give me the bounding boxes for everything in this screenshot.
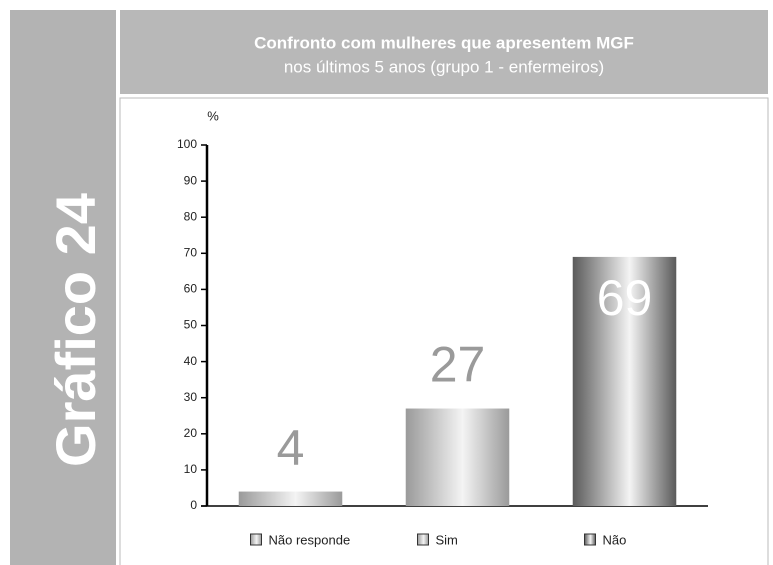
data-label: 4 — [277, 420, 305, 476]
y-axis-label: % — [207, 108, 219, 123]
chart-title: Confronto com mulheres que apresentem MG… — [254, 33, 634, 52]
x-tick-label: Não responde — [269, 532, 351, 547]
y-tick-label: 0 — [190, 498, 197, 512]
x-tick-label: Não — [603, 532, 627, 547]
y-tick-label: 20 — [184, 426, 198, 440]
y-tick-label: 40 — [184, 354, 198, 368]
y-tick-label: 30 — [184, 390, 198, 404]
side-panel — [10, 10, 116, 565]
bar — [405, 408, 510, 506]
legend-swatch — [584, 533, 596, 546]
y-tick-label: 90 — [184, 173, 198, 187]
legend-swatch — [250, 533, 262, 546]
y-tick-label: 50 — [184, 318, 198, 332]
data-label: 27 — [430, 337, 486, 393]
y-tick-label: 100 — [177, 137, 197, 151]
legend-swatch — [417, 533, 429, 546]
y-tick-label: 60 — [184, 282, 198, 296]
y-tick-label: 10 — [184, 462, 198, 476]
data-label: 69 — [597, 270, 653, 326]
y-tick-label: 70 — [184, 245, 198, 259]
x-tick-label: Sim — [436, 532, 458, 547]
side-label: Gráfico 24 — [44, 193, 107, 467]
bar — [572, 256, 677, 506]
chart-title: nos últimos 5 anos (grupo 1 - enfermeiro… — [284, 57, 604, 76]
title-box — [120, 10, 768, 94]
y-tick-label: 80 — [184, 209, 198, 223]
bar — [238, 491, 343, 506]
